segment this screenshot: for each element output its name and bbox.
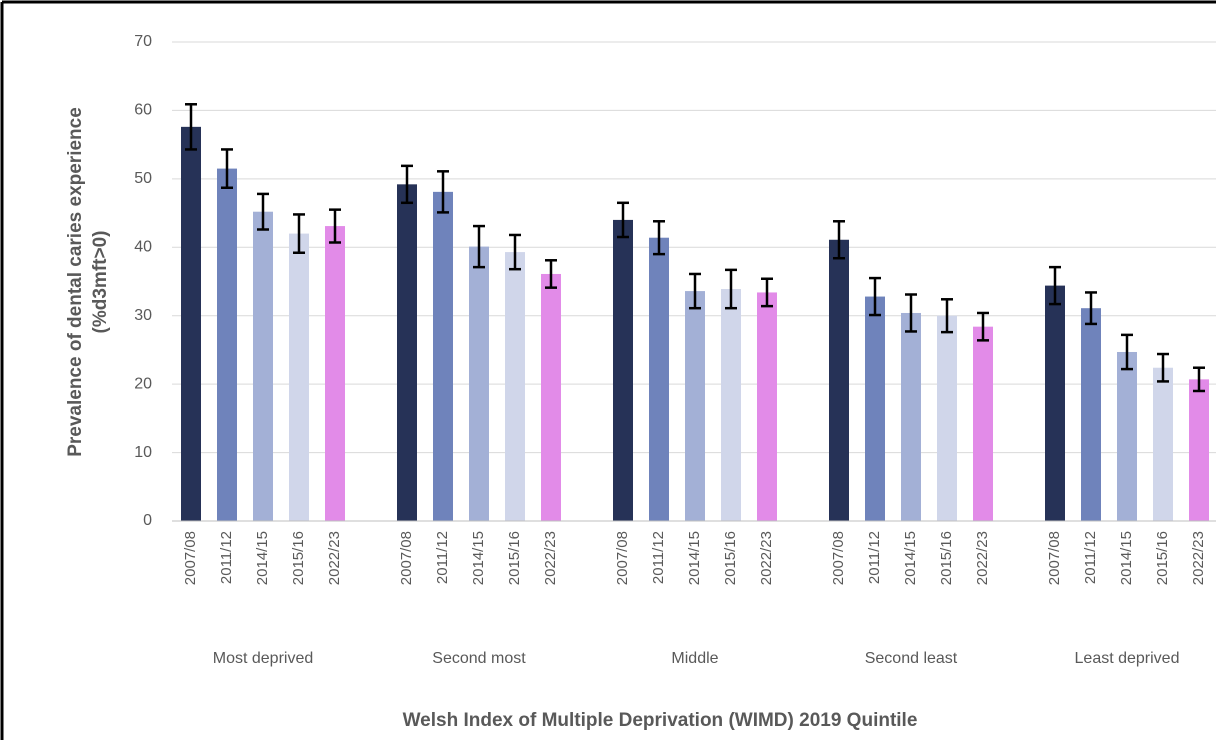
category-label: Least deprived <box>1075 650 1180 667</box>
error-bar <box>293 213 305 255</box>
x-tick-label: 2007/08 <box>1046 531 1063 585</box>
y-axis-title: (%d3mft>0) <box>90 231 111 334</box>
y-tick-label: 20 <box>134 375 152 392</box>
bar <box>289 233 309 521</box>
bar <box>1153 367 1173 521</box>
x-tick-label: 2007/08 <box>614 531 631 585</box>
category-label: Middle <box>671 650 718 667</box>
x-tick-label: 2015/16 <box>722 531 739 585</box>
bar <box>253 211 273 521</box>
bar <box>181 126 201 521</box>
bar <box>1081 308 1101 521</box>
x-tick-label: 2022/23 <box>542 531 559 585</box>
bar <box>865 296 885 521</box>
bar <box>973 326 993 521</box>
bar <box>685 291 705 521</box>
x-tick-label: 2007/08 <box>182 531 199 585</box>
error-bar <box>1085 291 1097 326</box>
bar <box>829 239 849 521</box>
x-tick-label: 2022/23 <box>326 531 343 585</box>
bar <box>613 219 633 521</box>
bar <box>469 246 489 521</box>
bar <box>505 252 525 521</box>
x-tick-label: 2015/16 <box>290 531 307 585</box>
bar <box>937 315 957 521</box>
error-bar <box>257 192 269 231</box>
error-bar <box>437 170 449 214</box>
error-bar <box>1193 366 1205 393</box>
x-tick-label: 2015/16 <box>1154 531 1171 585</box>
x-tick-label: 2011/12 <box>434 531 451 584</box>
error-bar <box>473 224 485 269</box>
category-label: Second most <box>432 650 526 667</box>
y-tick-label: 60 <box>134 102 152 119</box>
bar <box>433 191 453 521</box>
x-tick-label: 2014/15 <box>1118 531 1135 585</box>
error-bar <box>1121 333 1133 371</box>
error-bar <box>401 164 413 205</box>
x-tick-label: 2014/15 <box>254 531 271 585</box>
x-tick-label: 2011/12 <box>1082 531 1099 584</box>
error-bar <box>1049 265 1061 306</box>
x-tick-label: 2007/08 <box>398 531 415 585</box>
error-bar <box>1157 352 1169 383</box>
error-bar <box>941 298 953 334</box>
bar <box>1117 351 1137 521</box>
x-tick-label: 2007/08 <box>830 531 847 585</box>
bar <box>721 289 741 521</box>
bar <box>901 312 921 521</box>
category-label: Second least <box>865 650 958 667</box>
x-tick-label: 2022/23 <box>974 531 991 585</box>
x-tick-label: 2014/15 <box>470 531 487 585</box>
x-tick-label: 2014/15 <box>686 531 703 585</box>
bar <box>757 292 777 521</box>
error-bar <box>653 220 665 256</box>
error-bar <box>725 268 737 310</box>
bar <box>1045 285 1065 521</box>
y-tick-label: 0 <box>143 512 152 529</box>
x-tick-label: 2011/12 <box>866 531 883 584</box>
y-axis-title: Prevalence of dental caries experience <box>65 107 86 457</box>
error-bar <box>761 277 773 308</box>
error-bar <box>329 208 341 244</box>
y-tick-label: 10 <box>134 444 152 461</box>
x-tick-label: 2011/12 <box>650 531 667 584</box>
error-bar <box>185 103 197 151</box>
y-tick-label: 70 <box>134 33 152 50</box>
category-label: Most deprived <box>213 650 314 667</box>
x-tick-label: 2015/16 <box>506 531 523 585</box>
error-bar <box>689 272 701 310</box>
x-tick-label: 2011/12 <box>218 531 235 584</box>
error-bar <box>545 259 557 289</box>
x-tick-label: 2014/15 <box>902 531 919 585</box>
y-tick-label: 30 <box>134 307 152 324</box>
error-bar <box>869 276 881 317</box>
y-tick-label: 50 <box>134 170 152 187</box>
error-bar <box>221 148 233 190</box>
error-bar <box>617 201 629 239</box>
y-tick-label: 40 <box>134 239 152 256</box>
error-bar <box>509 233 521 271</box>
bar <box>649 237 669 521</box>
x-tick-label: 2015/16 <box>938 531 955 585</box>
bar <box>541 273 561 521</box>
bar <box>217 168 237 522</box>
error-bar <box>905 293 917 333</box>
x-tick-label: 2022/23 <box>1190 531 1207 585</box>
bar <box>1189 379 1209 521</box>
bar <box>325 226 345 521</box>
x-tick-label: 2022/23 <box>758 531 775 585</box>
bar <box>397 184 417 521</box>
x-axis-title: Welsh Index of Multiple Deprivation (WIM… <box>403 710 918 731</box>
error-bar <box>977 311 989 342</box>
error-bar <box>833 220 845 260</box>
